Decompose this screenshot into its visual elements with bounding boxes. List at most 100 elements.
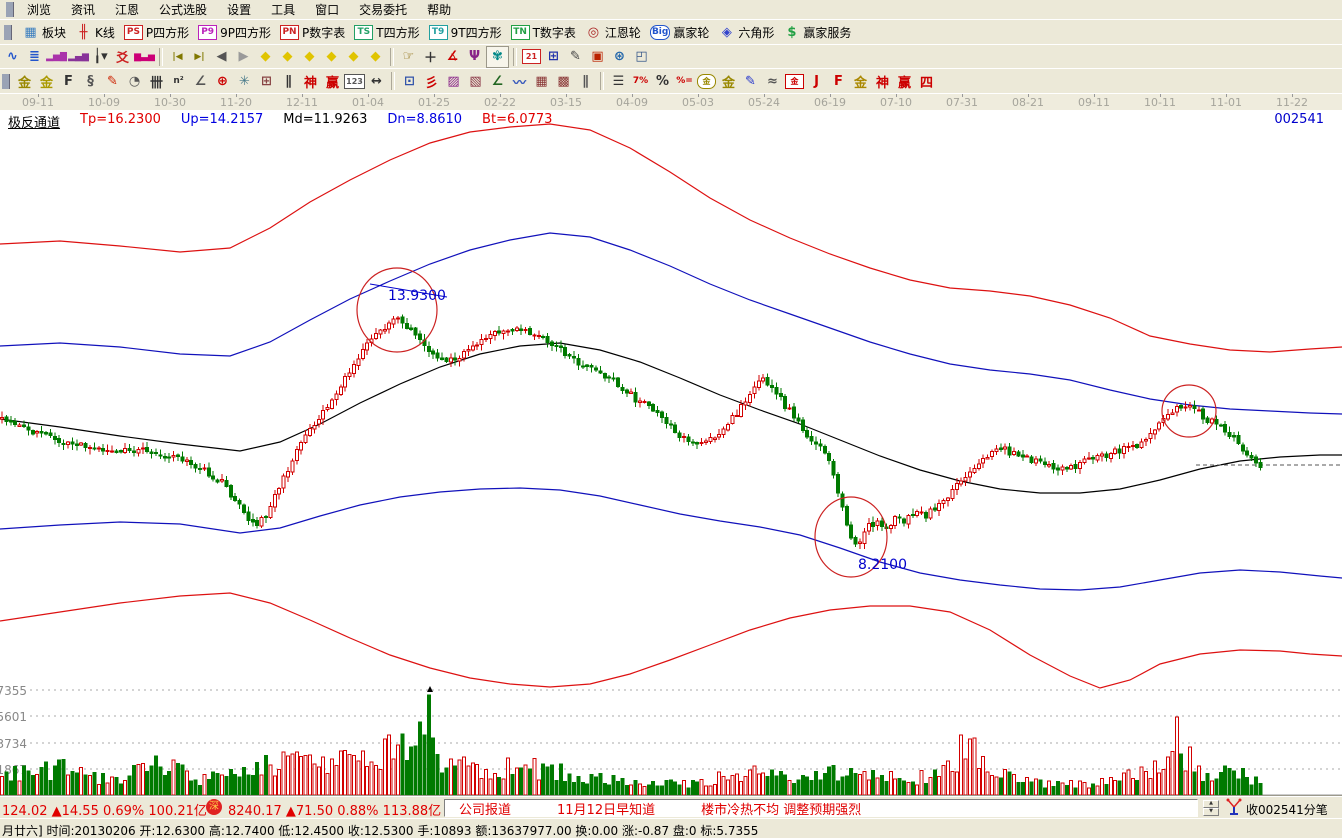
menu-item[interactable]: 浏览 xyxy=(27,3,52,17)
angle-icon[interactable]: ∠ xyxy=(194,73,207,89)
blocks-button[interactable]: ▦ 板块 xyxy=(20,23,68,42)
hatch-box-icon[interactable]: ▨ xyxy=(447,73,460,89)
wave-line-icon[interactable]: ≈ xyxy=(767,73,778,89)
angle-lines-icon[interactable]: ∠ xyxy=(491,73,504,89)
pattern-icon[interactable]: 爻 xyxy=(115,51,129,66)
next-bar-icon[interactable]: ▶ xyxy=(238,49,249,64)
winner-wheel-button[interactable]: Big 赢家轮 xyxy=(648,23,711,42)
gold-line-icon[interactable]: 金 xyxy=(721,75,735,91)
channel-line-bt xyxy=(0,592,1342,689)
news-headline[interactable]: 楼市冷热不均 调整预期强烈 xyxy=(701,802,862,817)
f-line-icon[interactable]: F xyxy=(834,73,843,89)
zigzag-icon[interactable]: 〰 xyxy=(512,75,526,91)
t-square-button[interactable]: TS T四方形 xyxy=(352,23,421,42)
diamond-vexpand-icon[interactable]: ◆ xyxy=(348,49,359,64)
box-tool-icon[interactable]: ⊡ xyxy=(404,73,415,89)
purple-tool-icon[interactable]: Ψ xyxy=(468,49,481,64)
prev-bar-icon[interactable]: ◀ xyxy=(216,49,227,64)
fan-box-icon[interactable]: ▧ xyxy=(469,73,482,89)
square-web-icon[interactable]: ⊞ xyxy=(261,73,272,89)
menu-item[interactable]: 江恩 xyxy=(115,3,140,17)
report-icon[interactable]: ≣ xyxy=(29,49,40,64)
red-fan-icon[interactable]: 彡 xyxy=(424,75,438,91)
menu-item[interactable]: 设置 xyxy=(227,3,252,17)
diamond-move-icon[interactable]: ◆ xyxy=(370,49,381,64)
spin-down-button[interactable]: ▼ xyxy=(1203,808,1219,816)
scale-bars-icon[interactable]: ☰ xyxy=(612,73,625,89)
p-square-button[interactable]: PS P四方形 xyxy=(122,23,191,42)
winner-service-button[interactable]: $ 赢家服务 xyxy=(781,23,853,42)
gold-circle-icon[interactable]: 金 xyxy=(696,71,717,91)
computer-icon[interactable]: ◰ xyxy=(635,49,648,64)
j-line-icon[interactable]: J xyxy=(814,73,819,89)
gold-icon[interactable]: 金 xyxy=(39,75,53,91)
gold-line-2-icon[interactable]: 金 xyxy=(853,75,867,91)
candle-dropdown-icon[interactable]: ╽▾ xyxy=(93,49,108,64)
grid-icon[interactable]: ▦ xyxy=(535,73,548,89)
ying-icon[interactable]: 赢 xyxy=(325,75,339,91)
notepad-icon[interactable]: ✎ xyxy=(570,49,581,64)
tick-marks-icon[interactable]: ∥ xyxy=(285,73,292,89)
first-bar-icon[interactable]: |◀ xyxy=(172,51,183,62)
menu-item[interactable]: 工具 xyxy=(271,3,296,17)
shen-line-icon[interactable]: 神 xyxy=(875,75,889,91)
bars-3-icon[interactable]: ▂▅▇ xyxy=(46,51,67,62)
menu-item[interactable]: 交易委托 xyxy=(359,3,408,17)
diamond-right-icon[interactable]: ◆ xyxy=(282,49,293,64)
9p-square-button[interactable]: P9 9P四方形 xyxy=(196,23,273,42)
kline-button[interactable]: ╫ K线 xyxy=(73,23,117,42)
ying-line-icon[interactable]: 赢 xyxy=(897,75,911,91)
curves-icon[interactable]: ∿ xyxy=(7,49,18,64)
spin-up-button[interactable]: ▲ xyxy=(1203,800,1219,808)
news-headline[interactable]: 11月12日早知道 xyxy=(557,802,656,817)
spider-web-icon[interactable]: ✳ xyxy=(239,73,250,89)
toolbar-separator xyxy=(159,47,163,66)
diamond-hcollapse-icon[interactable]: ◆ xyxy=(326,49,337,64)
hand-icon[interactable]: ☞ xyxy=(402,49,415,64)
menu-item[interactable]: 帮助 xyxy=(427,3,452,17)
calendar-icon[interactable]: 21 xyxy=(521,47,542,67)
globe-save-icon[interactable]: ⊛ xyxy=(614,49,625,64)
four-line-icon[interactable]: 四 xyxy=(919,75,933,91)
p-digit-table-button[interactable]: PN P数字表 xyxy=(278,23,347,42)
gold-hatch-icon[interactable]: 金 xyxy=(17,75,31,91)
hexagon-button[interactable]: ◈ 六角形 xyxy=(716,23,776,42)
crosshair-icon[interactable]: ＋ xyxy=(423,51,437,66)
t-digit-table-button[interactable]: TN T数字表 xyxy=(509,23,578,42)
colored-histogram-icon[interactable]: ▆▃▅ xyxy=(134,51,155,62)
calculator-icon[interactable]: ⊞ xyxy=(548,49,559,64)
diamond-hexpand-icon[interactable]: ◆ xyxy=(304,49,315,64)
menu-item[interactable]: 公式选股 xyxy=(159,3,208,17)
gann-wheel-button[interactable]: ◎ 江恩轮 xyxy=(583,23,643,42)
brush-icon[interactable]: ✎ xyxy=(107,73,118,89)
menu-item[interactable]: 资讯 xyxy=(71,3,96,17)
save-icon[interactable]: ▣ xyxy=(591,49,604,64)
news-headline[interactable]: 公司报道 xyxy=(459,802,512,817)
menu-item[interactable]: 窗口 xyxy=(315,3,340,17)
measure-icon[interactable]: ∡ xyxy=(446,49,459,64)
n-squared-icon[interactable]: n² xyxy=(173,76,184,86)
clock-cycle-icon[interactable]: ◔ xyxy=(128,73,141,89)
pen-line-icon[interactable]: ✎ xyxy=(745,73,756,89)
diamond-left-icon[interactable]: ◆ xyxy=(260,49,271,64)
axis-tick-mark xyxy=(566,94,567,97)
spiral-icon[interactable]: § xyxy=(87,73,94,89)
parallel-lines-icon[interactable]: ∥ xyxy=(582,73,589,89)
last-bar-icon[interactable]: ▶| xyxy=(194,51,205,62)
gold-box-icon[interactable]: 金 xyxy=(784,71,805,91)
bars-9-icon[interactable]: ▂▄▆ xyxy=(68,51,89,62)
brain-icon[interactable]: ✾ xyxy=(486,45,509,68)
ruler-123-icon[interactable]: 123 xyxy=(344,71,365,91)
span-arrow-icon[interactable]: ↔ xyxy=(371,73,382,89)
percent-7-icon[interactable]: 7% xyxy=(632,76,649,86)
shen-icon[interactable]: 神 xyxy=(303,75,317,91)
f-tool-icon[interactable]: F xyxy=(64,73,73,89)
circle-cross-icon[interactable]: ⊕ xyxy=(217,73,228,89)
grid-dense-icon[interactable]: ▩ xyxy=(557,73,570,89)
9t-square-button[interactable]: T9 9T四方形 xyxy=(427,23,504,42)
comb-scale-icon[interactable]: 卌 xyxy=(149,75,163,91)
percent-eq-icon[interactable]: %= xyxy=(676,76,693,86)
percent-icon[interactable]: % xyxy=(655,73,670,89)
